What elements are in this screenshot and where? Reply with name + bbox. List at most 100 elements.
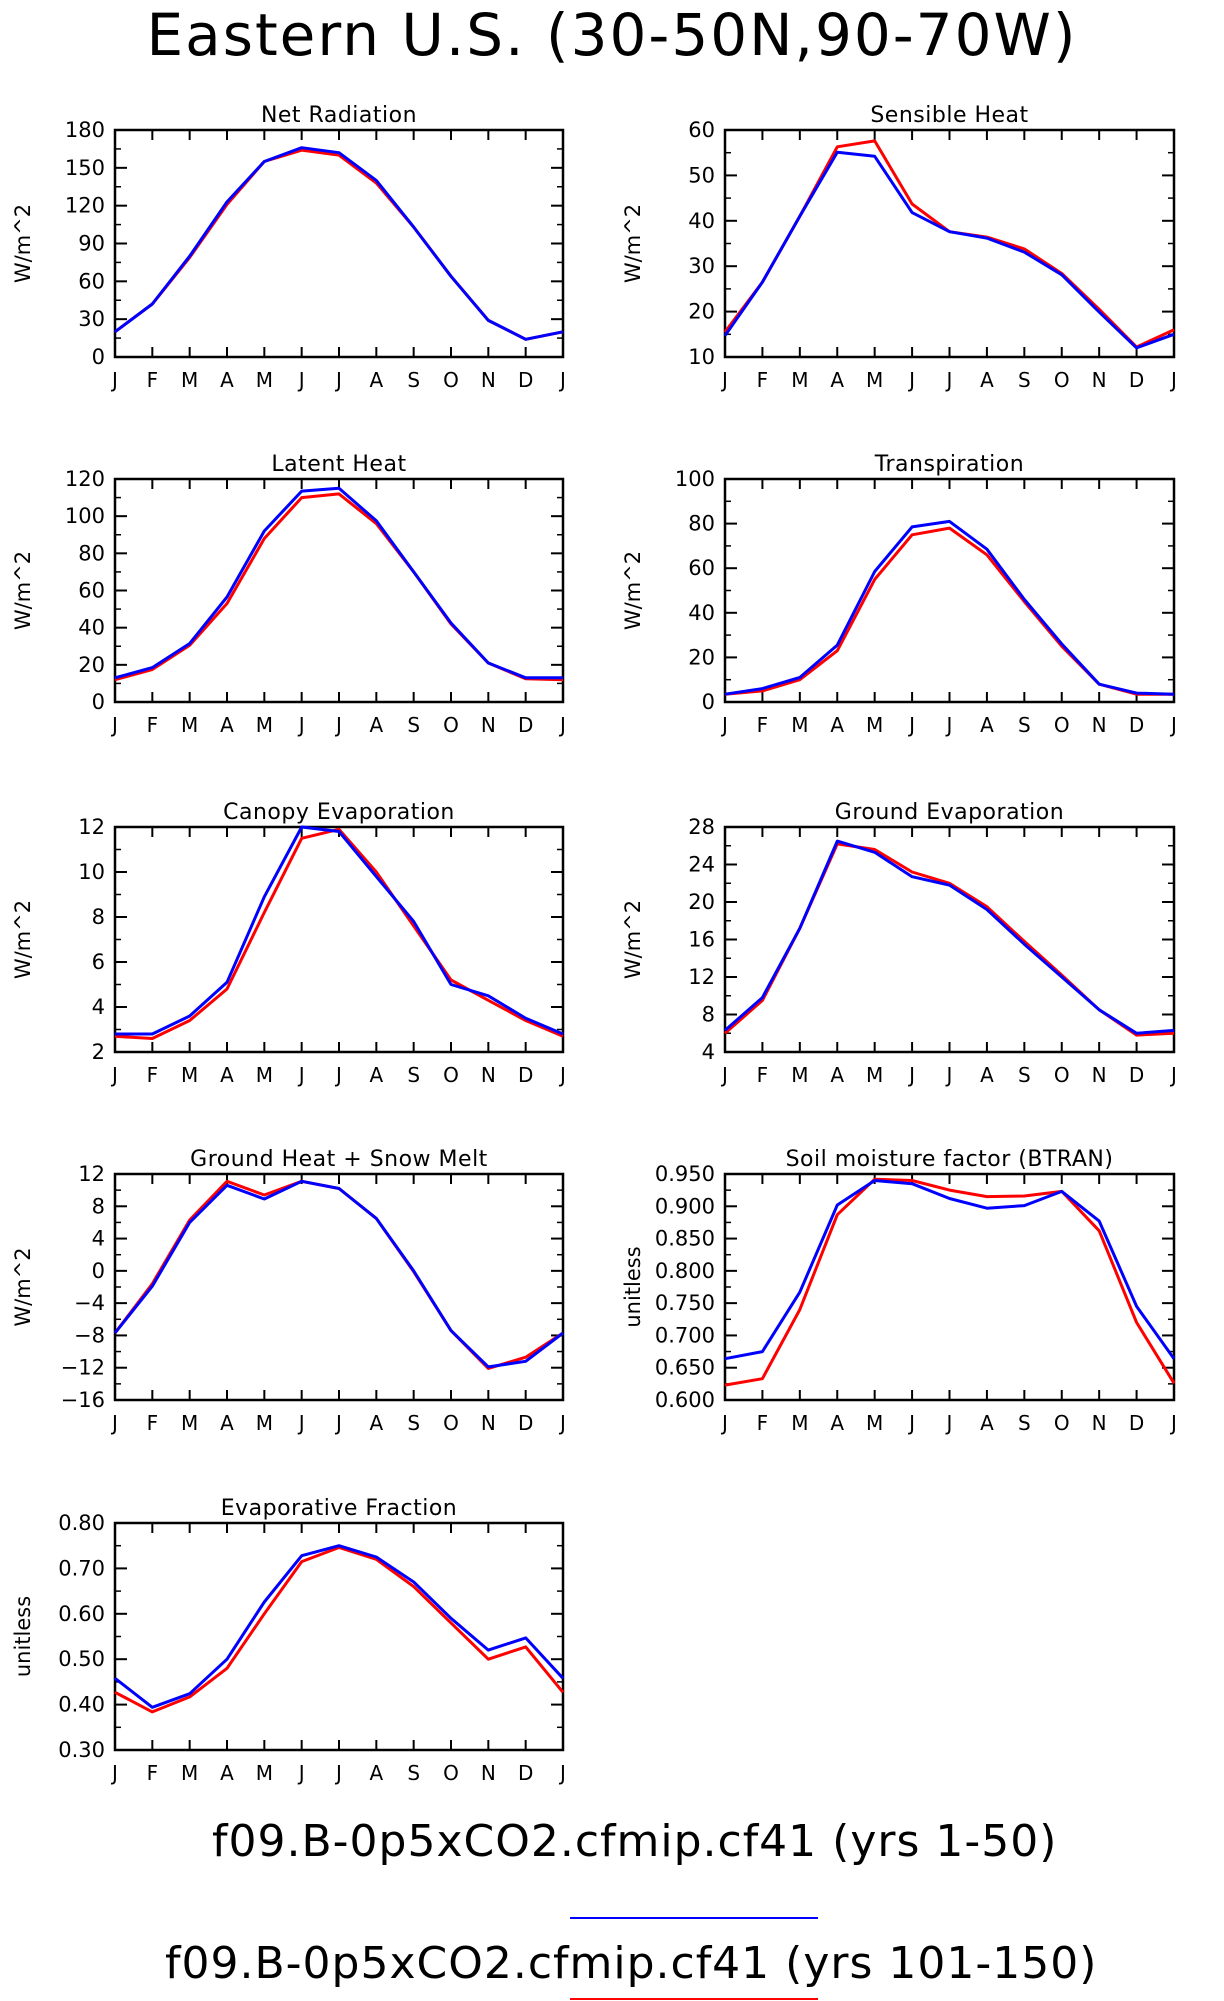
y-tick-label: 0 — [92, 690, 105, 714]
x-tick-label: J — [110, 1411, 118, 1435]
x-tick-label: J — [945, 1063, 953, 1087]
y-axis-label: unitless — [621, 1246, 645, 1327]
x-tick-label: J — [334, 1761, 342, 1785]
y-tick-label: 20 — [688, 300, 715, 324]
x-tick-label: J — [558, 1063, 566, 1087]
x-tick-label: N — [481, 1761, 496, 1785]
x-tick-label: S — [1018, 1063, 1031, 1087]
x-tick-label: S — [407, 1411, 420, 1435]
y-tick-label: 8 — [702, 1003, 715, 1027]
y-axis-label: W/m^2 — [621, 900, 645, 979]
series-line-red — [114, 827, 564, 1040]
x-tick-label: O — [1054, 713, 1070, 737]
x-tick-label: J — [334, 713, 342, 737]
x-tick-label: M — [181, 1761, 198, 1785]
x-tick-label: A — [220, 1411, 234, 1435]
x-tick-label: D — [518, 1761, 533, 1785]
y-tick-label: 40 — [688, 601, 715, 625]
x-tick-label: J — [945, 1411, 953, 1435]
x-tick-label: A — [220, 368, 234, 392]
y-tick-label: −12 — [61, 1356, 105, 1380]
x-tick-label: O — [443, 368, 459, 392]
chart-title: Ground Heat + Snow Melt — [190, 1147, 488, 1172]
main-title: Eastern U.S. (30-50N,90-70W) — [146, 1, 1078, 69]
x-tick-label: F — [147, 1411, 159, 1435]
series-line-red — [113, 1179, 564, 1370]
x-tick-label: J — [945, 713, 953, 737]
x-tick-label: M — [791, 1063, 808, 1087]
x-tick-label: O — [443, 713, 459, 737]
x-tick-label: S — [407, 1761, 420, 1785]
y-tick-label: 60 — [78, 579, 105, 603]
x-tick-label: F — [757, 1063, 769, 1087]
x-tick-label: F — [757, 368, 769, 392]
y-tick-label: 8 — [92, 1194, 105, 1218]
x-tick-label: N — [481, 368, 496, 392]
x-tick-label: A — [369, 713, 383, 737]
y-axis-label: W/m^2 — [11, 551, 35, 630]
y-tick-label: 0.50 — [58, 1647, 105, 1671]
y-tick-label: 24 — [688, 853, 715, 877]
x-tick-label: A — [830, 713, 844, 737]
y-tick-label: 6 — [92, 950, 105, 974]
series-line-red — [114, 1546, 565, 1714]
y-tick-label: 120 — [65, 194, 105, 218]
x-tick-label: A — [830, 1411, 844, 1435]
x-tick-label: O — [443, 1761, 459, 1785]
x-tick-label: D — [1129, 1063, 1144, 1087]
x-tick-label: M — [866, 713, 883, 737]
x-tick-label: S — [1018, 368, 1031, 392]
x-tick-label: D — [518, 1411, 533, 1435]
y-tick-label: 12 — [78, 815, 105, 839]
chart-title: Evaporative Fraction — [221, 1496, 457, 1521]
series-line-blue — [114, 1544, 565, 1709]
y-tick-label: 0.800 — [655, 1259, 715, 1283]
x-tick-label: M — [791, 368, 808, 392]
x-tick-label: J — [110, 1063, 118, 1087]
x-tick-label: N — [481, 1063, 496, 1087]
x-tick-label: J — [907, 713, 915, 737]
y-tick-label: 0.30 — [58, 1738, 105, 1762]
y-tick-label: 50 — [688, 163, 715, 187]
x-tick-label: M — [181, 368, 198, 392]
series-line-red — [114, 492, 564, 682]
x-tick-label: J — [945, 368, 953, 392]
y-tick-label: 150 — [65, 156, 105, 180]
series-line-blue — [724, 1179, 1176, 1361]
plot-frame — [723, 477, 1176, 704]
plot-frame — [113, 477, 565, 704]
x-tick-label: J — [907, 368, 915, 392]
legend-label-2: f09.B-0p5xCO2.cfmip.cf41 (yrs 101-150) — [165, 1938, 1098, 1989]
plot-frame — [723, 1172, 1176, 1402]
x-tick-label: J — [720, 1063, 728, 1087]
y-tick-label: 60 — [688, 118, 715, 142]
x-tick-label: J — [1169, 713, 1177, 737]
y-tick-label: 20 — [688, 645, 715, 669]
y-tick-label: 0.900 — [655, 1194, 715, 1218]
y-tick-label: 40 — [688, 209, 715, 233]
series-line-blue — [724, 839, 1175, 1035]
y-tick-label: 180 — [65, 118, 105, 142]
chart-title: Canopy Evaporation — [223, 800, 455, 825]
y-tick-label: 100 — [65, 504, 105, 528]
x-tick-label: J — [720, 368, 728, 392]
y-tick-label: 12 — [688, 965, 715, 989]
x-tick-label: J — [1169, 1411, 1177, 1435]
x-tick-label: A — [220, 1063, 234, 1087]
x-tick-label: D — [1129, 713, 1144, 737]
plot-frame — [723, 128, 1176, 359]
x-tick-label: S — [407, 713, 420, 737]
x-tick-label: A — [830, 368, 844, 392]
y-tick-label: 0 — [92, 1259, 105, 1283]
series-line-blue — [113, 1179, 564, 1369]
legend-label-1: f09.B-0p5xCO2.cfmip.cf41 (yrs 1-50) — [212, 1816, 1058, 1867]
x-tick-label: A — [830, 1063, 844, 1087]
series-line-red — [723, 139, 1175, 349]
x-tick-label: A — [369, 1411, 383, 1435]
x-tick-label: A — [369, 368, 383, 392]
y-tick-label: 30 — [78, 307, 105, 331]
